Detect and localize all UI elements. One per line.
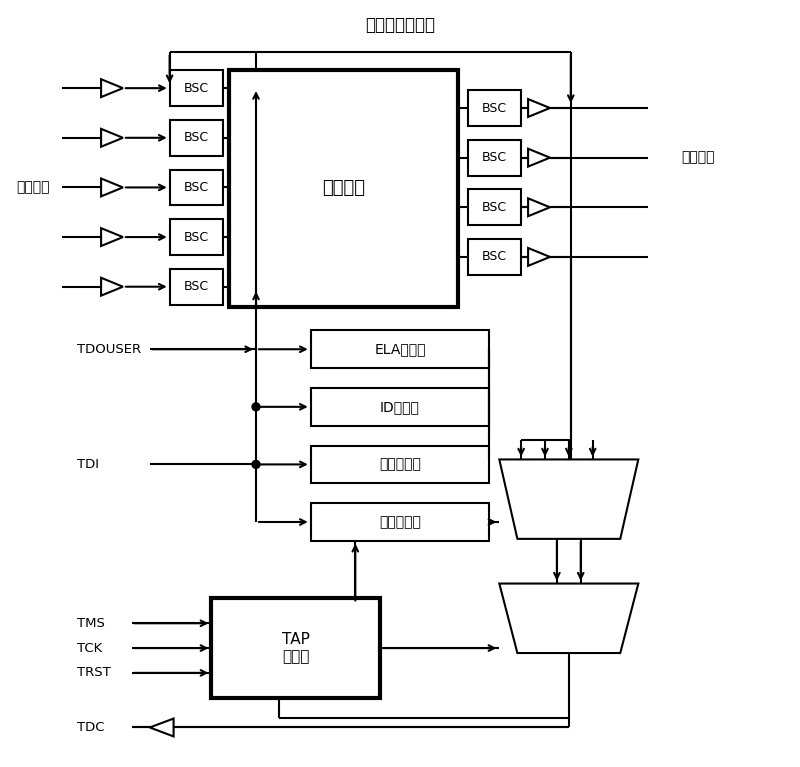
- Text: TCK: TCK: [78, 641, 102, 654]
- Bar: [310, 331, 490, 368]
- Text: 旁路寄存器: 旁路寄存器: [379, 457, 421, 472]
- Text: BSC: BSC: [184, 131, 209, 144]
- Bar: [467, 140, 521, 176]
- Text: TAP
控制器: TAP 控制器: [282, 632, 310, 664]
- Bar: [467, 239, 521, 275]
- Text: BSC: BSC: [482, 250, 507, 263]
- Bar: [310, 446, 490, 483]
- Text: ELA寄存器: ELA寄存器: [374, 342, 426, 356]
- Text: TRST: TRST: [78, 667, 111, 680]
- Bar: [170, 71, 223, 106]
- Bar: [229, 71, 458, 307]
- Polygon shape: [101, 228, 123, 246]
- Bar: [170, 170, 223, 206]
- Text: BSC: BSC: [184, 81, 209, 94]
- Text: 输入引脚: 输入引脚: [16, 180, 50, 194]
- Text: 指令寄存器: 指令寄存器: [379, 515, 421, 529]
- Polygon shape: [101, 278, 123, 295]
- Polygon shape: [528, 99, 550, 117]
- Polygon shape: [499, 459, 638, 539]
- Bar: [170, 219, 223, 255]
- Bar: [467, 91, 521, 126]
- Text: 输出引脚: 输出引脚: [681, 150, 714, 165]
- Polygon shape: [499, 584, 638, 653]
- Text: BSC: BSC: [184, 280, 209, 293]
- Text: BSC: BSC: [482, 201, 507, 214]
- Bar: [467, 189, 521, 225]
- Bar: [211, 598, 380, 698]
- Text: TDOUSER: TDOUSER: [78, 343, 142, 356]
- Text: BSC: BSC: [482, 101, 507, 114]
- Polygon shape: [101, 79, 123, 97]
- Polygon shape: [101, 179, 123, 196]
- Text: 边界扫描寄存器: 边界扫描寄存器: [365, 15, 435, 34]
- Polygon shape: [101, 129, 123, 146]
- Bar: [310, 503, 490, 541]
- Text: TMS: TMS: [78, 617, 105, 630]
- Text: ID寄存器: ID寄存器: [380, 400, 420, 414]
- Bar: [310, 388, 490, 426]
- Polygon shape: [150, 719, 174, 736]
- Text: BSC: BSC: [184, 181, 209, 194]
- Text: TDC: TDC: [78, 721, 105, 734]
- Circle shape: [252, 460, 260, 469]
- Text: 核心逻辑: 核心逻辑: [322, 179, 365, 197]
- Bar: [170, 120, 223, 156]
- Circle shape: [252, 403, 260, 411]
- Polygon shape: [528, 248, 550, 266]
- Text: TDI: TDI: [78, 458, 99, 471]
- Bar: [170, 269, 223, 304]
- Text: BSC: BSC: [482, 151, 507, 164]
- Polygon shape: [528, 199, 550, 216]
- Polygon shape: [528, 149, 550, 166]
- Text: BSC: BSC: [184, 231, 209, 244]
